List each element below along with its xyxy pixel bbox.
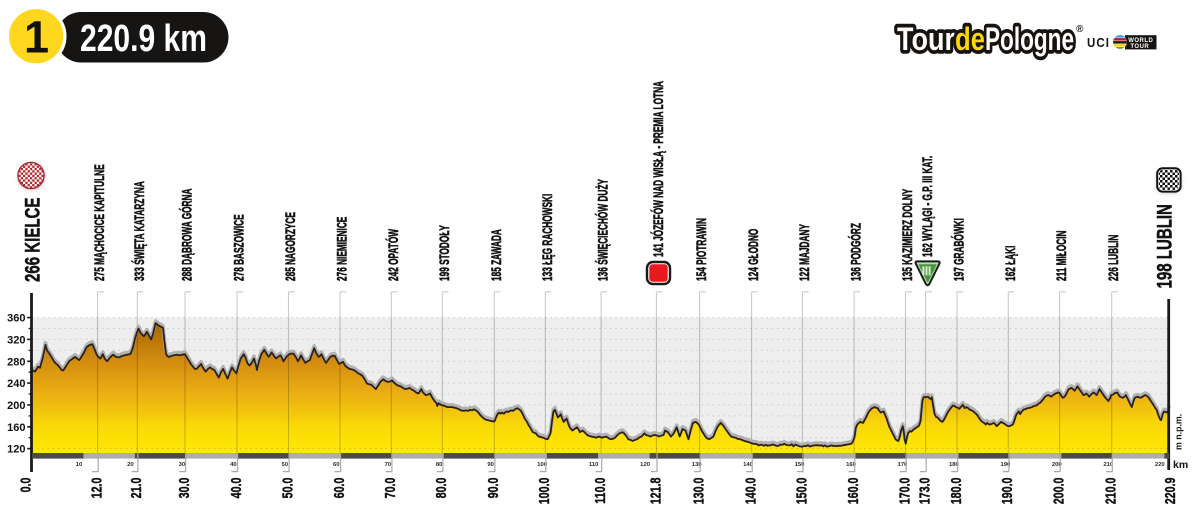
svg-text:de: de bbox=[955, 21, 985, 57]
svg-text:121.8: 121.8 bbox=[648, 478, 664, 505]
svg-text:110.0: 110.0 bbox=[593, 478, 609, 504]
svg-text:21.0: 21.0 bbox=[129, 478, 145, 499]
svg-text:80.0: 80.0 bbox=[434, 478, 450, 499]
svg-text:120: 120 bbox=[7, 444, 25, 456]
svg-text:133 ŁĘG RACHOWSKI: 133 ŁĘG RACHOWSKI bbox=[541, 194, 556, 281]
svg-text:333 ŚWIĘTA KATARZYNA: 333 ŚWIĘTA KATARZYNA bbox=[132, 181, 148, 281]
svg-text:20: 20 bbox=[127, 462, 134, 468]
svg-text:278 BASZOWICE: 278 BASZOWICE bbox=[233, 214, 248, 281]
svg-text:170.0: 170.0 bbox=[897, 478, 913, 505]
svg-text:200: 200 bbox=[7, 400, 25, 412]
svg-text:210.0: 210.0 bbox=[1103, 478, 1119, 505]
svg-text:100: 100 bbox=[537, 462, 548, 468]
svg-text:70.0: 70.0 bbox=[383, 478, 399, 499]
svg-text:190.0: 190.0 bbox=[1000, 478, 1016, 505]
svg-text:288 DĄBROWA GÓRNA: 288 DĄBROWA GÓRNA bbox=[179, 189, 195, 281]
svg-text:266 KIELCE: 266 KIELCE bbox=[20, 198, 44, 282]
svg-text:173.0: 173.0 bbox=[917, 478, 933, 505]
svg-text:30.0: 30.0 bbox=[176, 478, 192, 499]
svg-text:136 PODGÓRZ: 136 PODGÓRZ bbox=[848, 223, 864, 281]
svg-text:TOUR: TOUR bbox=[1130, 44, 1149, 50]
svg-text:220: 220 bbox=[1155, 462, 1166, 468]
svg-text:199 STODOŁY: 199 STODOŁY bbox=[438, 225, 453, 281]
svg-text:220.9 km: 220.9 km bbox=[80, 18, 207, 60]
svg-text:160: 160 bbox=[846, 462, 857, 468]
svg-text:180: 180 bbox=[949, 462, 960, 468]
svg-text:100.0: 100.0 bbox=[537, 478, 553, 505]
svg-text:210: 210 bbox=[1103, 462, 1114, 468]
svg-text:0.0: 0.0 bbox=[18, 478, 34, 493]
svg-text:UCI: UCI bbox=[1087, 35, 1110, 50]
svg-text:211 MIŁOCIN: 211 MIŁOCIN bbox=[1055, 230, 1070, 281]
svg-text:50: 50 bbox=[282, 462, 289, 468]
svg-text:240: 240 bbox=[7, 378, 25, 390]
svg-text:40: 40 bbox=[230, 462, 237, 468]
svg-text:190: 190 bbox=[1000, 462, 1011, 468]
svg-text:90.0: 90.0 bbox=[486, 478, 502, 499]
svg-text:160.0: 160.0 bbox=[846, 478, 862, 505]
svg-text:154 PIOTRAWIN: 154 PIOTRAWIN bbox=[695, 218, 710, 281]
svg-text:10: 10 bbox=[76, 462, 83, 468]
svg-text:90: 90 bbox=[487, 462, 494, 468]
svg-text:130.0: 130.0 bbox=[691, 478, 707, 505]
svg-text:124 GŁODNO: 124 GŁODNO bbox=[747, 229, 762, 281]
svg-text:226 LUBLIN: 226 LUBLIN bbox=[1107, 235, 1122, 281]
svg-text:80: 80 bbox=[436, 462, 443, 468]
svg-text:130: 130 bbox=[692, 462, 703, 468]
svg-text:120: 120 bbox=[640, 462, 651, 468]
svg-text:40.0: 40.0 bbox=[228, 478, 244, 499]
svg-text:150.0: 150.0 bbox=[794, 478, 810, 505]
svg-text:160: 160 bbox=[7, 422, 25, 434]
svg-text:200: 200 bbox=[1052, 462, 1063, 468]
svg-text:150: 150 bbox=[795, 462, 806, 468]
svg-text:50.0: 50.0 bbox=[280, 478, 296, 499]
svg-text:30: 30 bbox=[179, 462, 186, 468]
svg-text:140: 140 bbox=[743, 462, 754, 468]
svg-text:200.0: 200.0 bbox=[1051, 478, 1067, 505]
svg-text:60.0: 60.0 bbox=[331, 478, 347, 499]
svg-text:242 OPATÓW: 242 OPATÓW bbox=[386, 229, 402, 281]
svg-text:1: 1 bbox=[24, 12, 49, 63]
svg-text:276 NIEMIENICE: 276 NIEMIENICE bbox=[336, 216, 351, 281]
svg-text:198 LUBLIN: 198 LUBLIN bbox=[1152, 204, 1176, 288]
svg-text:135 KAZIMIERZ DOLNY: 135 KAZIMIERZ DOLNY bbox=[901, 188, 916, 281]
svg-text:122 MAJDANY: 122 MAJDANY bbox=[798, 224, 813, 281]
svg-text:Pologne: Pologne bbox=[985, 21, 1074, 57]
svg-text:285 NAGORZYCE: 285 NAGORZYCE bbox=[284, 212, 299, 281]
svg-text:Tour: Tour bbox=[897, 21, 955, 57]
svg-text:170: 170 bbox=[897, 462, 908, 468]
svg-text:275 MĄCHOCICE KAPITULNE: 275 MĄCHOCICE KAPITULNE bbox=[93, 164, 108, 281]
svg-text:180.0: 180.0 bbox=[948, 478, 964, 505]
svg-text:110: 110 bbox=[589, 462, 599, 468]
svg-text:320: 320 bbox=[7, 334, 25, 346]
svg-text:141 JÓZEFÓW NAD WISŁĄ - PREMIA: 141 JÓZEFÓW NAD WISŁĄ - PREMIA LOTNA bbox=[651, 81, 667, 257]
svg-text:185 ZAWADA: 185 ZAWADA bbox=[490, 229, 505, 281]
svg-text:280: 280 bbox=[7, 356, 25, 368]
svg-text:162 WYLĄGI - G.P. III KAT.: 162 WYLĄGI - G.P. III KAT. bbox=[921, 156, 936, 257]
svg-text:136 ŚWIĘCIECHÓW DUŻY: 136 ŚWIĘCIECHÓW DUŻY bbox=[595, 179, 611, 281]
svg-text:197 GRABÓWKI: 197 GRABÓWKI bbox=[951, 218, 967, 281]
svg-text:WORLD: WORLD bbox=[1128, 38, 1153, 44]
svg-text:140.0: 140.0 bbox=[743, 478, 759, 505]
svg-text:®: ® bbox=[1076, 24, 1084, 35]
svg-text:km: km bbox=[1173, 459, 1188, 471]
svg-text:70: 70 bbox=[385, 462, 392, 468]
svg-text:m n.p.m.: m n.p.m. bbox=[1174, 414, 1184, 450]
svg-text:60: 60 bbox=[333, 462, 340, 468]
svg-text:162 ŁĄKI: 162 ŁĄKI bbox=[1004, 246, 1019, 281]
svg-text:220.9: 220.9 bbox=[1163, 478, 1179, 505]
svg-text:360: 360 bbox=[7, 313, 25, 325]
svg-text:12.0: 12.0 bbox=[89, 478, 105, 499]
